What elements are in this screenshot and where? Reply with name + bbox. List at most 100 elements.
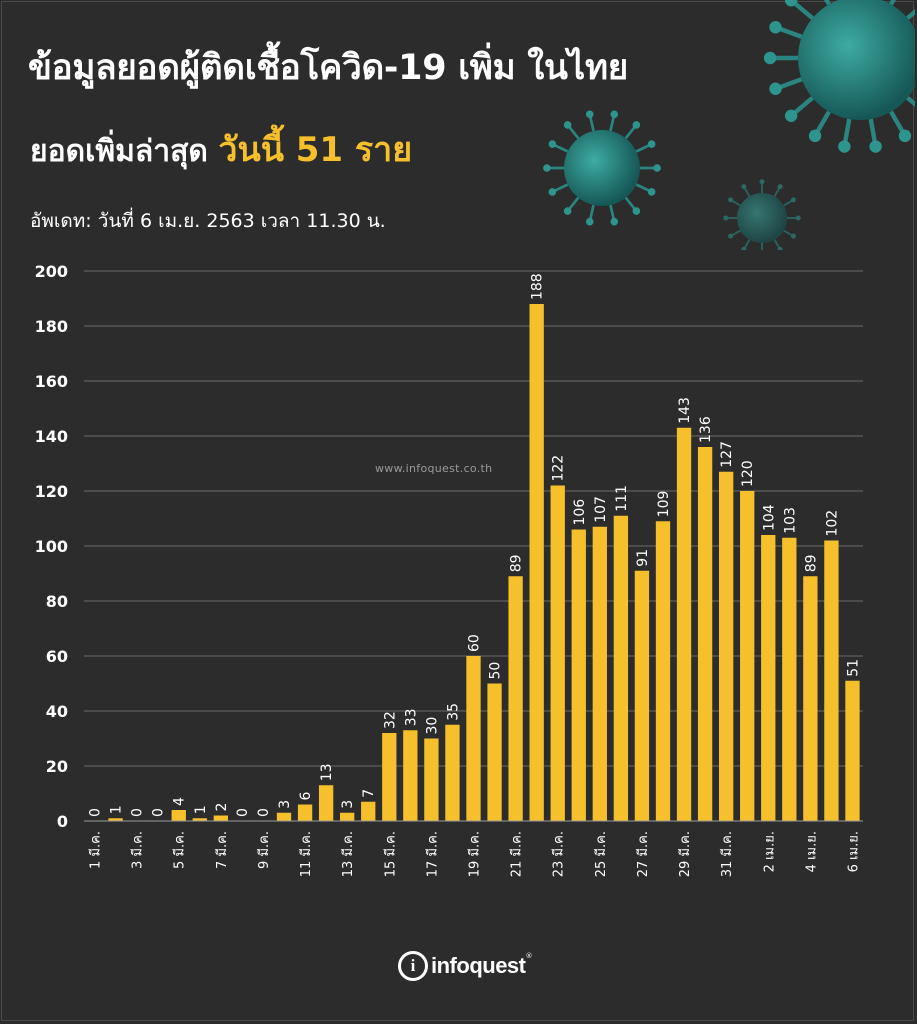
data-label: 1 [193, 805, 209, 814]
bar [634, 570, 650, 821]
data-label: 1 [109, 805, 125, 814]
virus-icon [543, 0, 915, 250]
y-tick-label: 180 [35, 317, 68, 336]
virus-particle [723, 179, 801, 250]
y-tick-label: 40 [46, 702, 68, 721]
logo-text: infoquest [431, 953, 526, 978]
data-label: 89 [803, 554, 819, 572]
x-tick-label: 3 มี.ค. [130, 831, 146, 869]
data-label: 2 [214, 803, 230, 812]
data-label: 107 [593, 496, 609, 523]
x-tick-label: 1 มี.ค. [88, 831, 104, 869]
infoquest-logo-icon: i [398, 951, 428, 981]
bar [529, 304, 544, 821]
data-label: 7 [361, 789, 377, 798]
bar [592, 526, 607, 821]
subtitle: ยอดเพิ่มล่าสุด วันนี้ 51 ราย [30, 122, 412, 176]
y-tick-label: 60 [46, 647, 68, 666]
x-tick-label: 6 เม.ย. [846, 831, 861, 872]
y-tick-label: 100 [35, 537, 68, 556]
bar [276, 812, 292, 821]
bar [340, 812, 355, 821]
bar [550, 485, 565, 821]
virus-particle [543, 110, 661, 226]
bar [803, 576, 818, 821]
bar [171, 810, 186, 821]
bar [297, 804, 313, 821]
watermark: www.infoquest.co.th [375, 462, 493, 475]
data-label: 89 [509, 554, 525, 572]
x-tick-label: 7 มี.ค. [214, 831, 230, 869]
data-label: 106 [572, 499, 588, 526]
x-tick-label: 2 เม.ย. [762, 831, 777, 872]
data-label: 91 [635, 549, 651, 567]
data-label: 188 [530, 273, 546, 300]
y-tick-label: 120 [35, 482, 68, 501]
bar [824, 540, 839, 821]
today-count-highlight: วันนี้ 51 ราย [218, 130, 413, 170]
data-label: 103 [782, 507, 798, 534]
data-label: 0 [235, 808, 251, 817]
y-tick-label: 80 [46, 592, 68, 611]
bar [403, 730, 418, 821]
bar [318, 785, 334, 821]
data-label: 3 [277, 800, 293, 809]
data-label: 35 [445, 703, 461, 721]
data-label: 0 [151, 808, 167, 817]
bar [613, 515, 629, 821]
bar [697, 447, 713, 821]
bar [445, 724, 460, 821]
bar [213, 815, 229, 821]
data-label: 104 [761, 504, 777, 531]
x-tick-label: 9 มี.ค. [256, 831, 272, 869]
subtitle-prefix: ยอดเพิ่มล่าสุด [30, 134, 208, 169]
data-label: 32 [382, 711, 398, 729]
bar [718, 471, 734, 821]
data-label: 60 [467, 634, 483, 652]
bar [466, 656, 481, 821]
x-tick-label: 31 มี.ค. [719, 831, 735, 877]
bar [676, 427, 692, 821]
data-label: 4 [172, 797, 188, 806]
bar [192, 818, 207, 821]
bar [382, 733, 397, 821]
x-tick-label: 27 มี.ค. [635, 831, 651, 877]
x-tick-label: 13 มี.ค. [340, 831, 356, 877]
bar [782, 537, 797, 821]
x-tick-label: 11 มี.ค. [298, 831, 314, 877]
bar [508, 576, 523, 821]
bar [487, 683, 502, 821]
data-label: 50 [488, 662, 504, 680]
y-tick-label: 200 [35, 262, 68, 281]
data-label: 120 [740, 460, 756, 487]
data-label: 3 [340, 800, 356, 809]
bar [761, 535, 776, 821]
registered-mark: ® [525, 952, 533, 960]
virus-particle [763, 0, 915, 153]
data-label: 136 [698, 416, 714, 443]
data-label: 111 [614, 485, 630, 512]
data-label: 6 [298, 792, 314, 801]
x-tick-label: 5 มี.ค. [172, 831, 188, 869]
data-label: 51 [845, 659, 861, 677]
x-tick-label: 25 มี.ค. [593, 831, 609, 877]
bar [424, 738, 439, 821]
bar [571, 529, 586, 821]
y-tick-label: 20 [46, 757, 68, 776]
x-tick-label: 15 มี.ค. [382, 831, 398, 877]
data-label: 127 [719, 441, 735, 468]
data-label: 122 [551, 455, 567, 482]
infoquest-logo: i infoquest ® [398, 948, 533, 984]
bar [361, 801, 376, 821]
data-label: 13 [319, 763, 335, 781]
y-tick-label: 0 [57, 812, 68, 831]
x-tick-label: 29 มี.ค. [677, 831, 693, 877]
updated-timestamp: อัพเดท: วันที่ 6 เม.ย. 2563 เวลา 11.30 น… [30, 210, 386, 232]
x-tick-label: 4 เม.ย. [804, 831, 819, 872]
data-label: 143 [677, 397, 693, 424]
data-label: 30 [424, 717, 440, 735]
y-tick-label: 160 [35, 372, 68, 391]
bar [845, 680, 860, 821]
data-label: 33 [403, 708, 419, 726]
